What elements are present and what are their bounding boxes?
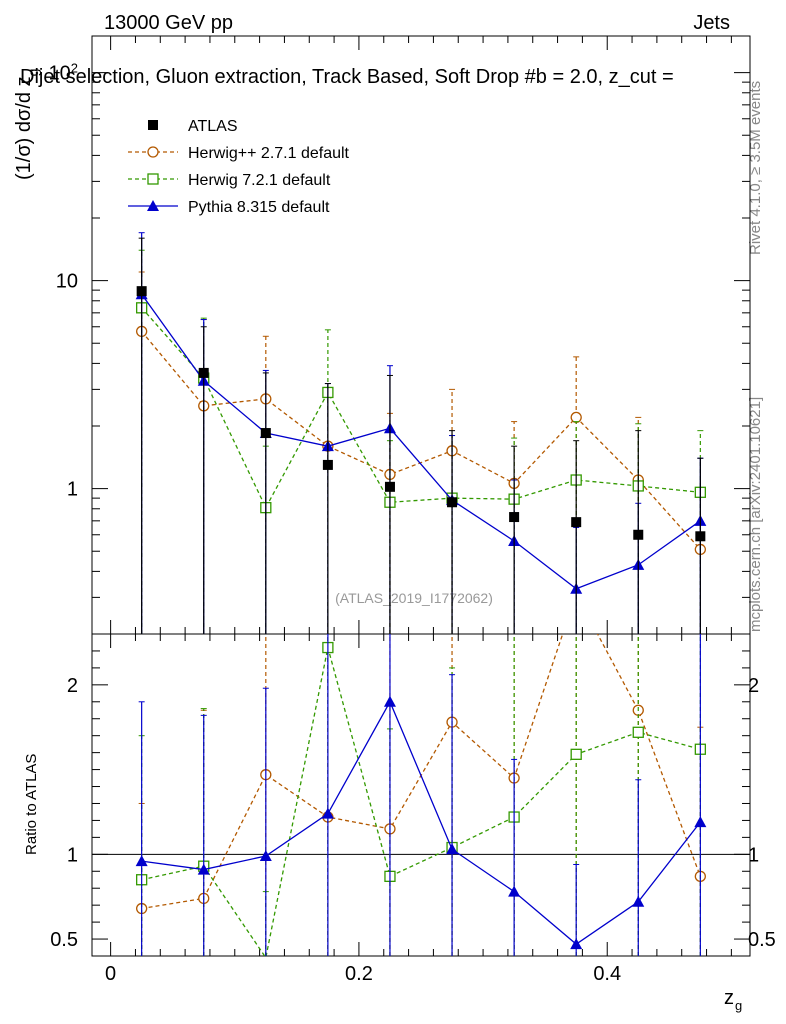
ratio-point-pythia <box>446 843 459 855</box>
main-ylabel: (1/σ) dσ/d zg <box>13 69 41 180</box>
header-process: Jets <box>693 12 730 34</box>
main-point-atlas <box>633 529 644 540</box>
main-point-atlas <box>198 367 209 378</box>
main-line-herwigpp <box>141 330 701 550</box>
main-ylabel-text: (1/σ) dσ/d zg <box>13 69 41 180</box>
main-point-herwigpp <box>570 411 582 424</box>
main-point-atlas <box>260 428 271 439</box>
ratio-y-tick-label: 2 <box>67 675 78 697</box>
series-herwigpp <box>136 271 706 634</box>
ratio-point-pythia <box>135 855 148 867</box>
main-y-tick-label: 10 <box>56 271 78 293</box>
ratio-y-tick-label: 1 <box>67 844 78 866</box>
series-atlas <box>136 237 706 634</box>
main-panel <box>135 232 707 634</box>
x-tick-label: 0.4 <box>593 963 621 985</box>
main-point-atlas <box>447 497 458 508</box>
main-line-herwig7 <box>141 307 701 510</box>
ratio-point-pythia <box>259 850 272 862</box>
ratio-y-tick-label-right: 2 <box>748 675 759 697</box>
ratio-line-herwigpp <box>141 634 701 910</box>
series-herwig7 <box>136 634 706 956</box>
main-point-atlas <box>695 531 706 542</box>
main-y-tick-label: 1 <box>67 479 78 501</box>
main-point-atlas <box>384 481 395 492</box>
plot-title: Dijet selection, Gluon extraction, Track… <box>20 66 674 88</box>
ratio-point-pythia <box>197 863 210 875</box>
rivet-version: Rivet 4.1.0, ≥ 3.5M events <box>747 81 764 255</box>
ratio-point-pythia <box>694 816 707 828</box>
ratio-point-pythia <box>508 885 521 897</box>
ratio-y-tick-label: 0.5 <box>50 929 78 951</box>
legend-label-herwig7: Herwig 7.2.1 default <box>188 172 331 189</box>
ratio-point-herwig7 <box>570 748 582 760</box>
x-axis-label-sub: g <box>735 998 742 1013</box>
main-point-atlas <box>571 517 582 528</box>
legend-marker-herwigpp <box>147 146 159 158</box>
x-tick-label: 0.2 <box>345 963 373 985</box>
ratio-ylabel: Ratio to ATLAS <box>23 754 40 855</box>
main-y-tick-sup: 2 <box>71 60 78 75</box>
x-tick-label: 0 <box>105 963 116 985</box>
ratio-line-herwig7 <box>141 647 701 956</box>
ylabel-part: (1/σ) dσ/d z <box>13 76 35 180</box>
series-pythia <box>135 232 707 634</box>
legend-marker-atlas <box>148 120 158 130</box>
legend-label-atlas: ATLAS <box>188 118 238 135</box>
main-line-pythia <box>141 293 701 590</box>
ratio-point-herwig7 <box>632 726 644 738</box>
x-axis-label: z g <box>724 987 742 1013</box>
legend: ATLAS Herwig++ 2.7.1 default Herwig 7.2.1 … <box>128 118 350 216</box>
x-axis-label-main: z <box>724 987 734 1009</box>
legend-marker-pythia <box>147 200 159 211</box>
ylabel-sub: g <box>25 69 41 77</box>
analysis-watermark: (ATLAS_2019_I1772062) <box>335 590 493 606</box>
legend-marker-herwig7 <box>147 173 159 185</box>
legend-label-herwigpp: Herwig++ 2.7.1 default <box>188 145 350 162</box>
ratio-line-pythia <box>141 700 701 945</box>
ratio-point-pythia <box>632 895 645 907</box>
ratio-panel <box>135 634 707 956</box>
header-energy: 13000 GeV pp <box>104 12 233 34</box>
mcplots-credit: mcplots.cern.ch [arXiv:2401.10621] <box>747 397 764 632</box>
series-pythia <box>135 634 707 956</box>
ratio-point-pythia <box>383 695 396 707</box>
ratio-y-tick-label-right: 1 <box>748 844 759 866</box>
series-herwig7 <box>136 249 706 634</box>
ratio-point-pythia <box>321 807 334 819</box>
main-point-atlas <box>509 512 520 523</box>
ratio-y-tick-label-right: 0.5 <box>748 929 776 951</box>
ratio-point-pythia <box>570 938 583 950</box>
main-point-atlas <box>322 459 333 470</box>
legend-label-pythia: Pythia 8.315 default <box>188 199 330 216</box>
main-point-atlas <box>136 286 147 297</box>
ratio-frame <box>91 633 751 957</box>
